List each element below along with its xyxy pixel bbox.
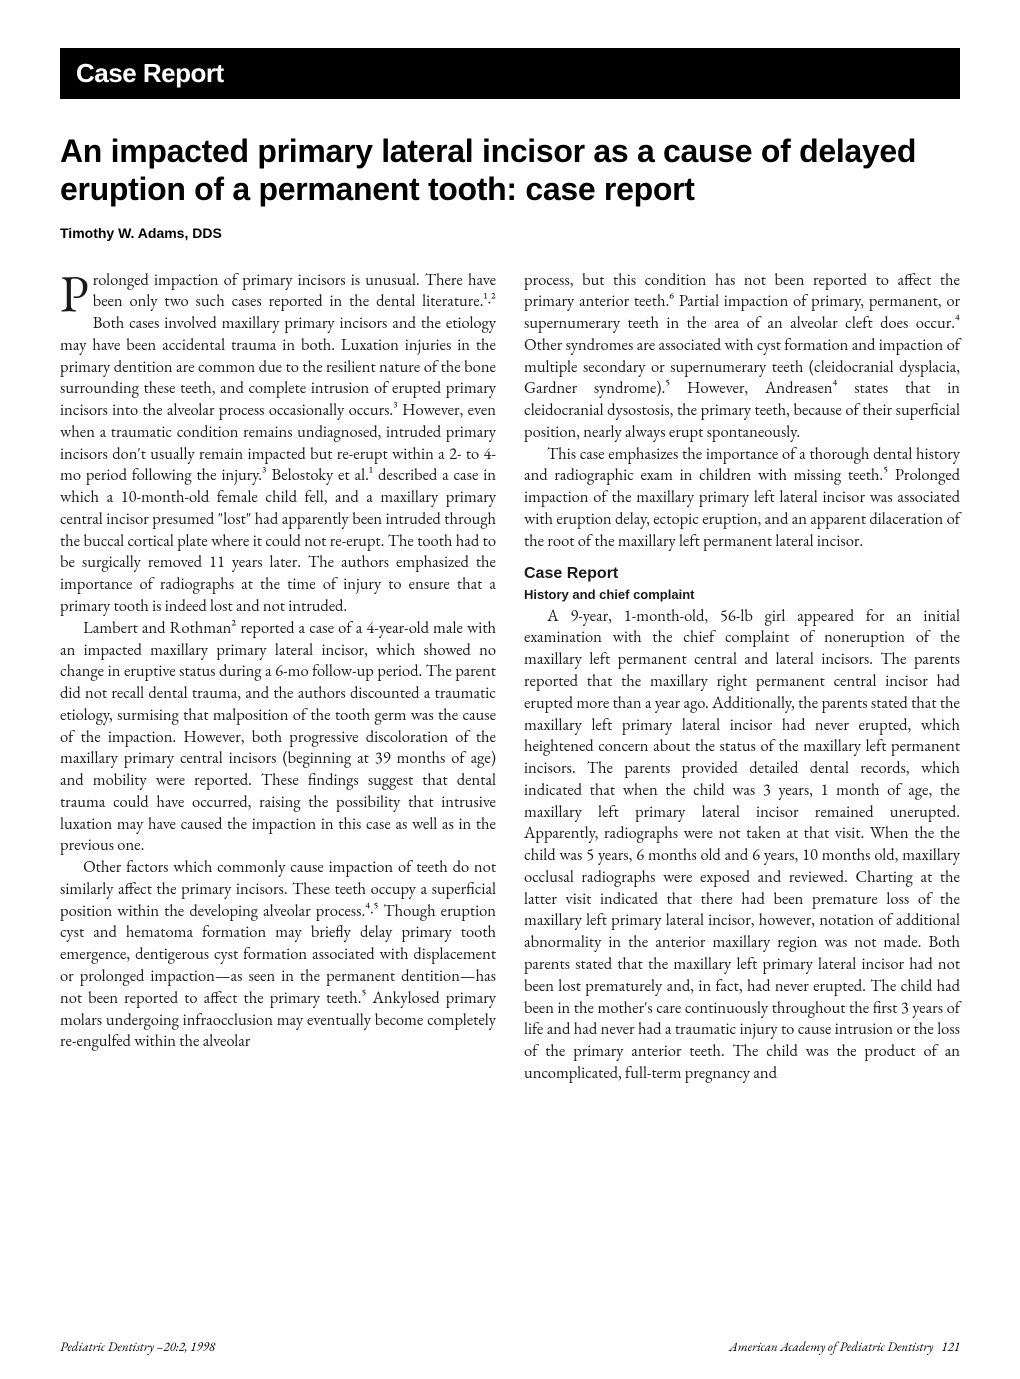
paragraph: Other factors which commonly cause impac… [60,856,496,1052]
paragraph-text: rolonged impaction of primary incisors i… [60,268,496,616]
author: Timothy W. Adams, DDS [60,225,960,241]
dropcap: P [60,271,93,317]
body-columns: Prolonged impaction of primary incisors … [60,269,960,1084]
case-report-banner: Case Report [60,48,960,99]
section-subheading: History and chief complaint [524,586,960,603]
footer-academy: American Academy of Pediatric Dentistry [729,1338,933,1355]
paragraph: A 9-year, 1-month-old, 56-lb girl appear… [524,605,960,1084]
paragraph: This case emphasizes the importance of a… [524,443,960,552]
page-footer: Pediatric Dentistry –20:2, 1998 American… [60,1338,960,1355]
column-right: process, but this condition has not been… [524,269,960,1084]
footer-journal: Pediatric Dentistry –20:2, 1998 [60,1338,215,1355]
paragraph: Lambert and Rothman² reported a case of … [60,617,496,856]
section-heading: Case Report [524,563,960,584]
paragraph: Prolonged impaction of primary incisors … [60,269,496,617]
column-left: Prolonged impaction of primary incisors … [60,269,496,1084]
paragraph: process, but this condition has not been… [524,269,960,443]
footer-right: American Academy of Pediatric Dentistry … [729,1338,960,1355]
article-title: An impacted primary lateral incisor as a… [60,133,960,209]
page-number: 121 [941,1338,960,1355]
